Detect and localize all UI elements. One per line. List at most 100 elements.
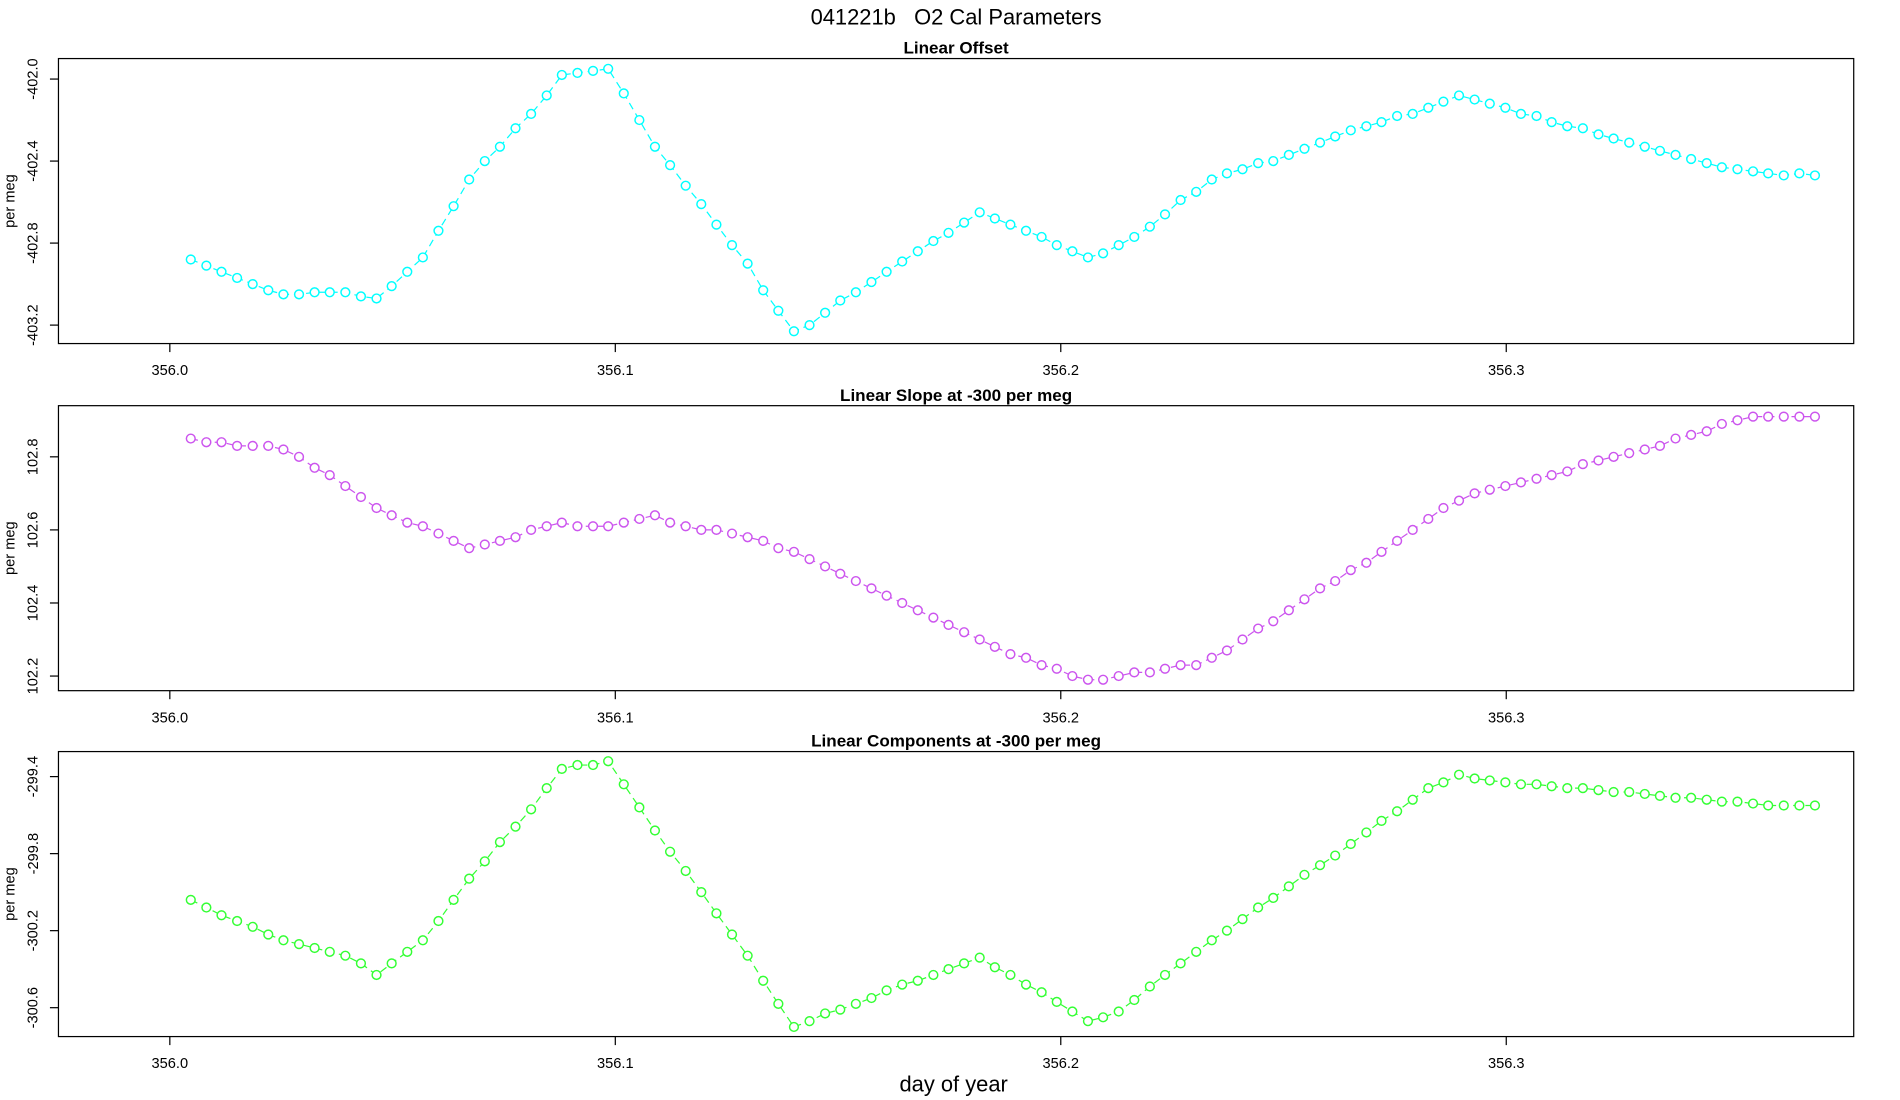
data-point — [510, 821, 521, 832]
data-point — [1515, 779, 1527, 790]
data-point — [340, 287, 351, 298]
data-point — [928, 969, 939, 981]
data-point — [680, 180, 691, 191]
data-point — [1562, 121, 1573, 132]
data-point — [1299, 594, 1310, 605]
data-point — [324, 287, 335, 298]
data-point — [556, 763, 567, 775]
data-point — [1051, 996, 1062, 1008]
data-point — [1469, 773, 1480, 784]
data-point — [1562, 466, 1573, 477]
data-point — [340, 950, 351, 961]
data-point — [897, 597, 908, 609]
data-point — [433, 225, 444, 236]
data-point — [1794, 168, 1805, 179]
data-point — [1732, 164, 1743, 175]
data-point — [1097, 248, 1109, 259]
data-point — [634, 802, 645, 813]
data-point — [1361, 557, 1372, 568]
data-point — [1051, 663, 1062, 674]
data-point — [989, 641, 1000, 652]
data-point — [1237, 164, 1248, 175]
data-point — [247, 921, 258, 932]
data-point — [1701, 794, 1712, 805]
data-point — [1778, 411, 1789, 422]
data-point — [293, 289, 305, 300]
data-point — [726, 528, 738, 539]
data-point — [974, 634, 985, 645]
data-point — [1407, 794, 1418, 805]
data-point — [1716, 418, 1727, 430]
data-point — [1624, 448, 1635, 459]
data-point — [1654, 145, 1666, 156]
data-point — [680, 521, 691, 532]
data-point — [1345, 838, 1356, 850]
data-point — [1268, 616, 1279, 627]
data-point — [866, 583, 877, 594]
data-point — [788, 1021, 800, 1033]
data-point — [231, 272, 243, 284]
data-point — [1608, 451, 1619, 462]
data-point — [1469, 94, 1480, 105]
data-point — [1391, 110, 1403, 122]
data-point — [912, 605, 923, 616]
data-point — [1051, 240, 1062, 251]
data-point — [1778, 800, 1789, 811]
data-point — [696, 199, 707, 210]
data-point — [943, 619, 954, 631]
data-point — [1407, 108, 1418, 120]
data-point — [1175, 194, 1186, 206]
data-point — [525, 524, 537, 536]
data-point — [1593, 784, 1604, 796]
data-point — [278, 935, 289, 946]
data-point — [1159, 969, 1171, 981]
data-point — [572, 67, 583, 79]
data-point — [649, 141, 661, 152]
data-point — [912, 246, 923, 257]
data-point — [402, 266, 413, 277]
x-tick-label: 356.2 — [1042, 710, 1079, 726]
data-point — [572, 759, 583, 771]
data-point — [788, 546, 800, 557]
data-point — [293, 451, 305, 462]
data-point — [1639, 788, 1650, 800]
data-point — [355, 958, 367, 969]
data-point — [1082, 674, 1094, 685]
data-point — [912, 975, 923, 986]
data-point — [216, 910, 227, 921]
data-point — [1608, 786, 1619, 798]
data-point — [1113, 670, 1124, 682]
data-point — [974, 207, 985, 218]
y-axis-label: per meg — [3, 521, 19, 575]
data-point — [1330, 575, 1341, 587]
data-point — [1624, 137, 1635, 148]
data-point — [355, 291, 367, 302]
data-point — [742, 950, 753, 961]
data-point — [603, 756, 614, 767]
data-point — [958, 627, 970, 638]
data-point — [309, 287, 320, 298]
data-point — [881, 590, 892, 601]
data-point — [1191, 186, 1202, 197]
data-point — [541, 783, 552, 794]
data-point — [1593, 455, 1604, 466]
data-point — [1593, 129, 1604, 140]
data-point — [711, 908, 722, 919]
data-point — [1670, 149, 1681, 161]
x-tick-label: 356.2 — [1042, 363, 1079, 379]
data-point — [1794, 411, 1805, 422]
data-point — [479, 856, 490, 867]
data-point — [603, 63, 614, 74]
data-point — [866, 276, 877, 288]
data-point — [850, 575, 861, 587]
data-point — [804, 554, 815, 565]
data-point — [231, 915, 243, 927]
data-point — [278, 444, 289, 455]
data-point — [974, 952, 985, 963]
data-point — [1206, 652, 1217, 663]
data-point — [726, 240, 738, 251]
data-point — [402, 517, 413, 528]
data-point — [1763, 411, 1774, 422]
y-tick-label: -300.6 — [26, 987, 42, 1028]
